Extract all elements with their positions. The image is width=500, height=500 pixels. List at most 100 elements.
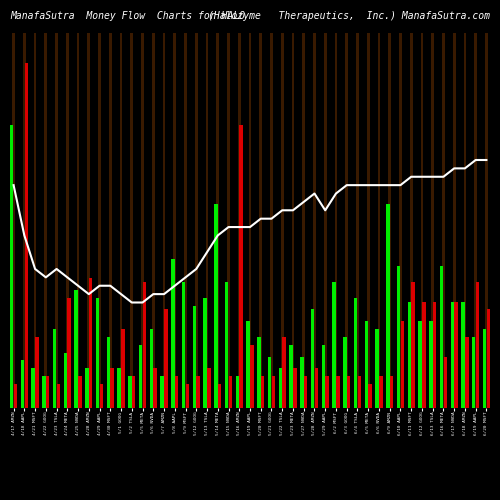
Bar — [257, 337, 260, 407]
Bar — [24, 62, 28, 408]
Bar — [281, 32, 283, 408]
Bar — [196, 376, 200, 408]
Bar — [465, 337, 468, 407]
Bar — [433, 302, 436, 408]
Bar — [376, 329, 379, 407]
Bar — [98, 32, 101, 408]
Bar — [14, 384, 17, 407]
Bar — [464, 32, 466, 408]
Bar — [343, 337, 346, 407]
Bar — [130, 32, 133, 408]
Bar — [68, 298, 71, 408]
Bar — [228, 376, 232, 408]
Bar — [238, 32, 240, 408]
Bar — [444, 356, 447, 408]
Bar — [422, 302, 426, 408]
Bar — [400, 321, 404, 408]
Bar — [118, 368, 121, 408]
Bar — [141, 32, 144, 408]
Bar — [240, 125, 243, 408]
Bar — [293, 368, 296, 408]
Bar — [261, 376, 264, 408]
Bar — [74, 290, 78, 408]
Bar — [216, 32, 219, 408]
Bar — [268, 356, 272, 408]
Bar — [44, 32, 47, 408]
Bar — [278, 368, 282, 408]
Bar — [336, 376, 340, 408]
Bar — [12, 32, 15, 408]
Bar — [397, 266, 400, 408]
Bar — [246, 321, 250, 408]
Bar — [207, 368, 210, 408]
Bar — [368, 384, 372, 407]
Bar — [89, 278, 92, 407]
Bar — [412, 282, 415, 408]
Bar — [206, 32, 208, 408]
Bar — [64, 352, 67, 408]
Bar — [204, 298, 207, 408]
Bar — [388, 32, 391, 408]
Bar — [300, 356, 304, 408]
Text: (Halozyme   Therapeutics,  Inc.) ManafaSutra.com: (Halozyme Therapeutics, Inc.) ManafaSutr… — [208, 11, 490, 21]
Bar — [462, 302, 465, 408]
Bar — [358, 376, 361, 408]
Bar — [364, 321, 368, 408]
Bar — [326, 376, 329, 408]
Bar — [290, 345, 293, 408]
Bar — [420, 32, 424, 408]
Bar — [408, 302, 411, 408]
Bar — [347, 376, 350, 408]
Bar — [450, 302, 454, 408]
Bar — [324, 32, 326, 408]
Bar — [100, 384, 103, 407]
Bar — [270, 32, 273, 408]
Bar — [472, 337, 476, 407]
Bar — [483, 329, 486, 407]
Bar — [367, 32, 370, 408]
Bar — [195, 32, 198, 408]
Bar — [485, 32, 488, 408]
Bar — [346, 32, 348, 408]
Bar — [110, 368, 114, 408]
Bar — [418, 321, 422, 408]
Bar — [184, 32, 187, 408]
Bar — [32, 368, 35, 408]
Bar — [390, 376, 394, 408]
Bar — [186, 384, 189, 407]
Bar — [272, 376, 275, 408]
Bar — [356, 32, 359, 408]
Bar — [442, 32, 445, 408]
Bar — [410, 32, 412, 408]
Bar — [218, 384, 222, 407]
Bar — [454, 302, 458, 408]
Bar — [174, 32, 176, 408]
Bar — [378, 32, 380, 408]
Bar — [476, 282, 480, 408]
Bar — [154, 368, 157, 408]
Bar — [182, 282, 186, 408]
Bar — [162, 32, 166, 408]
Text: ManafaSutra  Money Flow  Charts for HALO: ManafaSutra Money Flow Charts for HALO — [10, 11, 245, 21]
Bar — [66, 32, 68, 408]
Bar — [10, 125, 14, 408]
Bar — [171, 258, 174, 408]
Bar — [440, 266, 444, 408]
Bar — [85, 368, 88, 408]
Bar — [313, 32, 316, 408]
Bar — [225, 282, 228, 408]
Bar — [150, 329, 153, 407]
Bar — [236, 376, 239, 408]
Bar — [76, 32, 80, 408]
Bar — [248, 32, 252, 408]
Bar — [282, 337, 286, 407]
Bar — [53, 329, 56, 407]
Bar — [132, 376, 136, 408]
Bar — [128, 376, 132, 408]
Bar — [332, 282, 336, 408]
Bar — [23, 32, 26, 408]
Bar — [78, 376, 82, 408]
Bar — [432, 32, 434, 408]
Bar — [304, 376, 308, 408]
Bar — [292, 32, 294, 408]
